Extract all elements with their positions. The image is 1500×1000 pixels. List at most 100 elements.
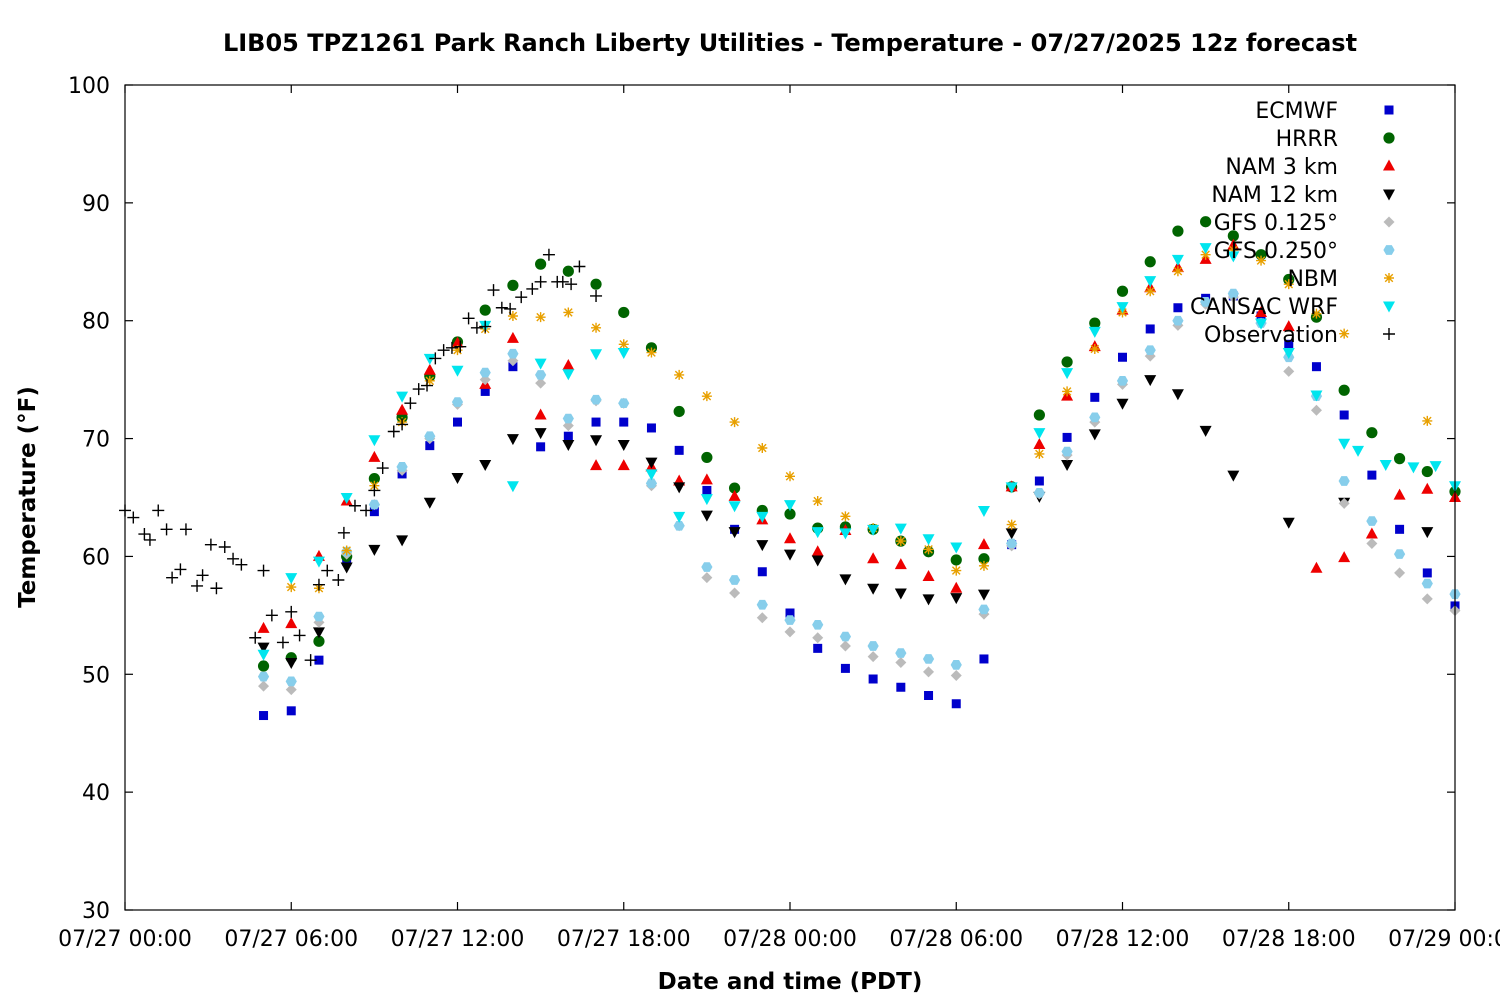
data-point	[563, 307, 574, 318]
data-point	[534, 358, 547, 370]
series-nam-12-km	[257, 375, 1434, 669]
data-point	[368, 499, 380, 510]
data-point	[728, 527, 741, 539]
data-point	[285, 617, 298, 629]
legend-label: NAM 12 km	[1211, 183, 1338, 208]
data-point	[1256, 255, 1267, 266]
series-hrrr	[257, 216, 1461, 672]
data-point	[265, 609, 278, 622]
data-point	[811, 527, 824, 539]
data-point	[508, 362, 518, 372]
data-point	[218, 541, 231, 553]
data-point	[535, 370, 547, 380]
data-point	[1172, 225, 1184, 237]
data-point	[542, 248, 555, 261]
legend-label: NBM	[1287, 267, 1338, 292]
data-point	[923, 544, 934, 555]
data-point	[784, 532, 796, 544]
data-point	[1033, 487, 1045, 498]
data-point	[977, 538, 990, 550]
data-point	[1005, 482, 1018, 494]
data-point	[166, 571, 179, 584]
data-point	[757, 443, 768, 453]
data-point	[285, 658, 298, 669]
data-point	[673, 511, 686, 523]
legend-label: HRRR	[1276, 127, 1338, 152]
data-point	[196, 569, 209, 582]
data-point	[437, 344, 450, 357]
data-point	[1172, 315, 1184, 326]
data-point	[839, 640, 851, 652]
data-point	[757, 567, 767, 577]
data-point	[895, 657, 907, 668]
data-point	[811, 545, 824, 557]
data-point	[590, 459, 603, 471]
data-point	[396, 391, 409, 403]
data-point	[285, 573, 298, 585]
data-points	[119, 216, 1461, 721]
data-point	[1338, 438, 1351, 450]
data-point	[1228, 245, 1239, 255]
legend-marker	[1383, 189, 1395, 201]
data-point	[1421, 593, 1433, 605]
data-point	[784, 500, 796, 512]
data-point	[590, 394, 602, 405]
data-point	[276, 636, 289, 649]
data-point	[618, 306, 630, 319]
data-point	[1338, 476, 1350, 486]
data-point	[839, 574, 852, 586]
data-point	[506, 481, 519, 493]
data-point	[286, 582, 297, 593]
data-point	[368, 473, 380, 485]
data-point	[285, 605, 298, 618]
data-point	[312, 578, 325, 591]
data-point	[645, 469, 658, 481]
data-point	[922, 569, 935, 581]
data-point	[1089, 317, 1101, 329]
data-point	[1352, 445, 1365, 457]
legend-marker	[1383, 216, 1395, 228]
data-point	[1366, 427, 1378, 439]
data-point	[922, 654, 935, 664]
data-point	[562, 439, 575, 451]
data-point	[127, 511, 140, 524]
data-point	[1407, 462, 1420, 474]
data-point	[924, 691, 934, 700]
data-point	[701, 391, 712, 402]
data-point	[1366, 537, 1378, 549]
data-point	[562, 265, 574, 277]
legend-marker	[1384, 273, 1394, 283]
data-point	[479, 367, 491, 378]
data-point	[950, 669, 962, 681]
data-point	[839, 631, 852, 642]
data-point	[258, 680, 270, 692]
data-point	[534, 408, 547, 420]
data-point	[360, 504, 373, 517]
data-point	[1172, 266, 1183, 277]
data-point	[978, 560, 989, 571]
data-point	[951, 565, 962, 576]
data-point	[340, 562, 353, 574]
data-point	[1200, 249, 1211, 260]
data-point	[1393, 488, 1406, 500]
y-tick-label: 90	[82, 192, 110, 217]
data-point	[470, 321, 483, 334]
data-point	[257, 671, 270, 682]
data-point	[285, 684, 297, 696]
data-point	[1282, 517, 1295, 529]
data-point	[425, 441, 435, 451]
data-point	[840, 511, 851, 522]
data-point	[977, 505, 990, 517]
x-tick-label: 07/28 00:00	[723, 927, 857, 952]
data-point	[729, 417, 740, 428]
data-point	[1144, 375, 1157, 387]
data-point	[1033, 437, 1046, 449]
data-point	[321, 564, 334, 577]
data-point	[894, 523, 907, 535]
legend-label: CANSAC WRF	[1190, 295, 1338, 320]
legend-label: GFS 0.250°	[1214, 239, 1338, 264]
data-point	[412, 383, 425, 396]
data-point	[978, 604, 990, 615]
data-point	[423, 353, 436, 365]
data-point	[396, 403, 409, 415]
